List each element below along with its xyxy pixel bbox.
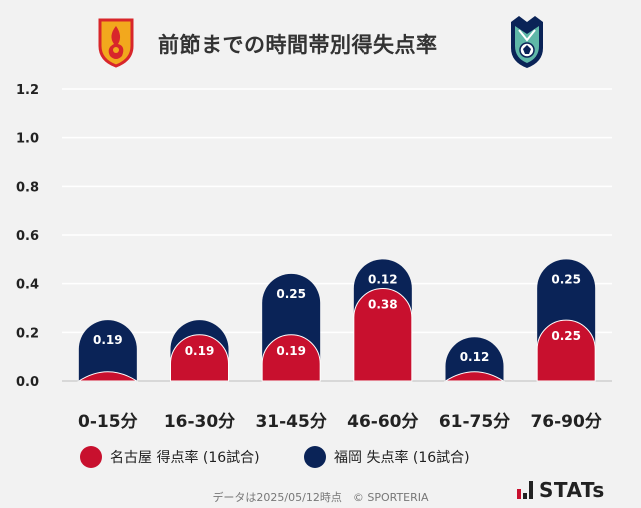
legend-item-scored: 名古屋 得点率 (16試合) [80, 446, 260, 468]
legend-item-conceded: 福岡 失点率 (16試合) [304, 446, 470, 468]
data-label-conceded: 0.12 [460, 350, 490, 364]
bar-scored [77, 371, 139, 382]
bar-scored [536, 319, 596, 382]
y-tick-label: 0.2 [16, 326, 39, 341]
legend: 名古屋 得点率 (16試合) 福岡 失点率 (16試合) [0, 446, 641, 476]
chart-title: 前節までの時間帯別得失点率 [158, 33, 438, 57]
stats-logo: STATs [517, 478, 605, 502]
x-tick-label: 31-45分 [255, 412, 326, 432]
legend-label-scored: 名古屋 得点率 (16試合) [110, 450, 260, 466]
x-tick-label: 61-75分 [439, 412, 510, 432]
data-label-conceded: 0.25 [276, 287, 306, 301]
x-tick-label: 16-30分 [164, 412, 235, 432]
legend-dot-scored [80, 446, 102, 468]
stats-logo-text: STATs [539, 478, 605, 502]
x-tick-label: 46-60分 [347, 412, 418, 432]
y-tick-label: 0.6 [16, 229, 39, 244]
data-label-scored: 0.19 [276, 344, 306, 358]
x-tick-label: 0-15分 [78, 412, 138, 432]
data-label-scored: 0.19 [185, 344, 215, 358]
bar-scored [170, 334, 229, 382]
data-label-scored: 0.25 [551, 329, 581, 343]
fukuoka-emblem-icon [505, 14, 549, 74]
bar-conceded [445, 337, 504, 381]
chart: 0.0 0.2 0.4 0.6 0.8 1.0 1.2 0.19 0-15分 0.19 16-30分… [16, 83, 612, 432]
bar-scored [261, 334, 321, 382]
y-tick-label: 1.0 [16, 132, 39, 147]
title-row: 前節までの時間帯別得失点率 [0, 14, 641, 70]
y-tick-label: 0.0 [16, 375, 39, 390]
x-tick-label: 76-90分 [530, 412, 601, 432]
y-tick-label: 1.2 [16, 83, 39, 98]
stats-logo-icon [517, 481, 533, 499]
y-tick-label: 0.8 [16, 180, 39, 195]
nagoya-emblem-icon [96, 16, 136, 72]
bar-conceded [78, 320, 137, 381]
data-label-conceded: 0.25 [551, 272, 581, 286]
footer-credit: データは2025/05/12時点 © SPORTERIA [212, 491, 429, 504]
legend-label-conceded: 福岡 失点率 (16試合) [334, 450, 470, 466]
bar-scored [353, 288, 413, 382]
data-label-conceded: 0.12 [368, 272, 398, 286]
legend-dot-conceded [304, 446, 326, 468]
bar-scored [443, 371, 506, 382]
data-label-scored: 0.38 [368, 298, 398, 312]
y-tick-label: 0.4 [16, 278, 39, 293]
data-label-conceded: 0.19 [93, 333, 123, 347]
